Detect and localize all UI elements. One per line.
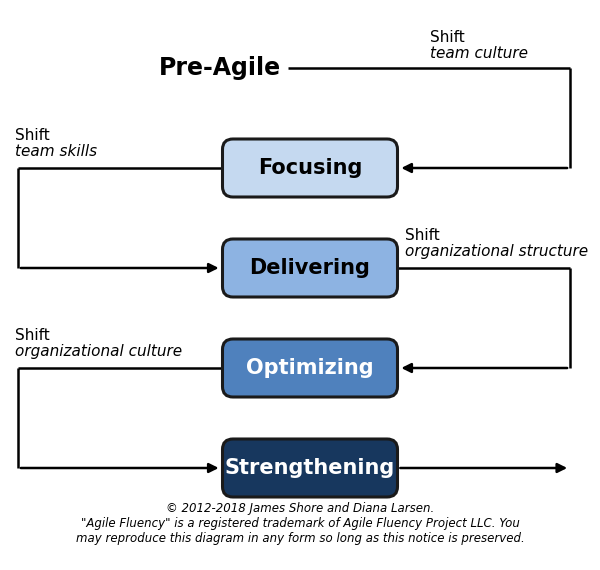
Text: Optimizing: Optimizing: [246, 358, 374, 378]
Text: Shift: Shift: [430, 30, 465, 45]
Text: Shift: Shift: [15, 328, 50, 343]
Text: Pre-Agile: Pre-Agile: [159, 56, 281, 80]
FancyBboxPatch shape: [223, 339, 398, 397]
Text: team culture: team culture: [430, 46, 528, 61]
Text: Delivering: Delivering: [250, 258, 370, 278]
Text: team skills: team skills: [15, 144, 97, 159]
Text: Shift: Shift: [15, 128, 50, 143]
Text: Focusing: Focusing: [258, 158, 362, 178]
FancyBboxPatch shape: [223, 239, 398, 297]
Text: © 2012-2018 James Shore and Diana Larsen.
"Agile Fluency" is a registered tradem: © 2012-2018 James Shore and Diana Larsen…: [76, 502, 524, 545]
Text: organizational culture: organizational culture: [15, 344, 182, 359]
Text: organizational structure: organizational structure: [405, 244, 588, 259]
Text: Strengthening: Strengthening: [225, 458, 395, 478]
FancyBboxPatch shape: [223, 139, 398, 197]
Text: Shift: Shift: [405, 228, 440, 243]
FancyBboxPatch shape: [223, 439, 398, 497]
